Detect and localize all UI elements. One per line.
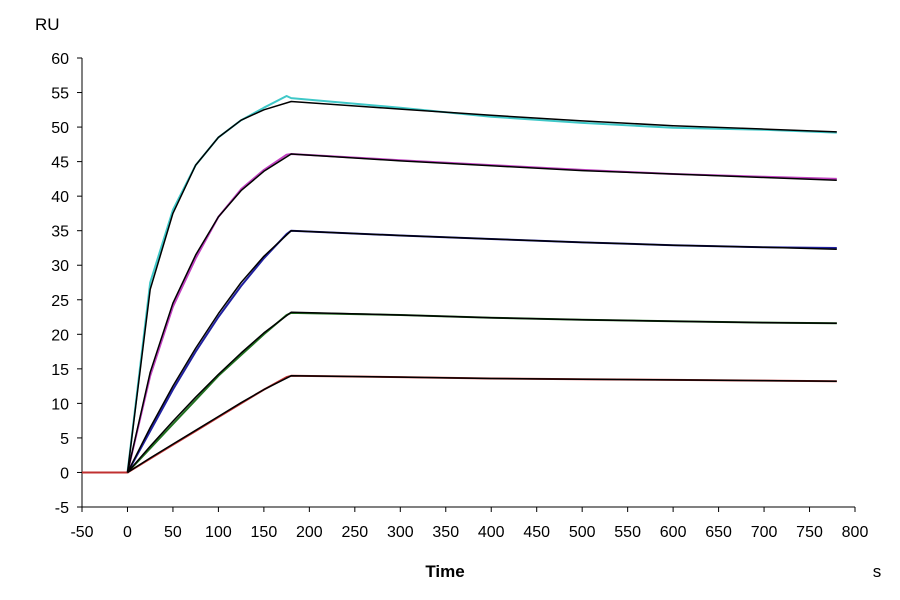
- y-tick-label: 20: [51, 327, 69, 344]
- x-tick-label: 500: [569, 524, 596, 541]
- x-axis-ticks: -50 0 50 100 150 200 250 300 350 400 450 500 550 600 6…: [70, 507, 868, 541]
- x-tick-label: 250: [341, 524, 368, 541]
- x-tick-label: 50: [164, 524, 182, 541]
- x-tick-label: 700: [751, 524, 778, 541]
- data-series: [82, 95, 837, 474]
- y-tick-label: 25: [51, 293, 69, 310]
- series-line-4: [82, 311, 837, 474]
- y-tick-label: 50: [51, 120, 69, 137]
- y-axis-label: RU: [35, 15, 60, 34]
- series-line-5: [82, 374, 837, 474]
- x-tick-label: 400: [478, 524, 505, 541]
- series-line-2: [82, 153, 837, 474]
- y-tick-label: 45: [51, 155, 69, 172]
- x-axis-unit: s: [873, 562, 882, 581]
- y-tick-label: 55: [51, 86, 69, 103]
- y-tick-label: -5: [55, 500, 69, 517]
- y-tick-label: 35: [51, 224, 69, 241]
- y-tick-label: 30: [51, 258, 69, 275]
- x-tick-label: 750: [796, 524, 823, 541]
- series-line-1: [82, 95, 837, 474]
- fit-line-3: [126, 229, 837, 473]
- x-axis-label: Time: [425, 562, 464, 581]
- fit-curves: [126, 100, 837, 474]
- x-tick-label: 650: [705, 524, 732, 541]
- x-tick-label: 450: [523, 524, 550, 541]
- fit-line-5: [127, 375, 837, 474]
- x-tick-label: 0: [123, 524, 132, 541]
- series-line-3: [82, 229, 837, 474]
- x-tick-label: 100: [205, 524, 232, 541]
- y-tick-label: 15: [51, 362, 69, 379]
- x-tick-label: 600: [660, 524, 687, 541]
- x-tick-label: -50: [70, 524, 93, 541]
- axes: [81, 58, 855, 508]
- fit-line-4: [126, 311, 837, 473]
- x-tick-label: 200: [296, 524, 323, 541]
- y-tick-label: 10: [51, 396, 69, 413]
- x-tick-label: 300: [387, 524, 414, 541]
- y-tick-label: 40: [51, 189, 69, 206]
- y-tick-label: 5: [60, 431, 69, 448]
- fit-line-1: [126, 100, 837, 473]
- y-tick-label: 60: [51, 51, 69, 68]
- x-tick-label: 150: [251, 524, 278, 541]
- x-tick-label: 350: [432, 524, 459, 541]
- fit-line-2: [126, 153, 837, 473]
- y-tick-label: 0: [60, 465, 69, 482]
- x-tick-label: 550: [614, 524, 641, 541]
- y-axis-ticks: -5 0 5 10 15 20 25 30 35 40 45 50 55 60: [51, 51, 82, 517]
- x-tick-label: 800: [842, 524, 869, 541]
